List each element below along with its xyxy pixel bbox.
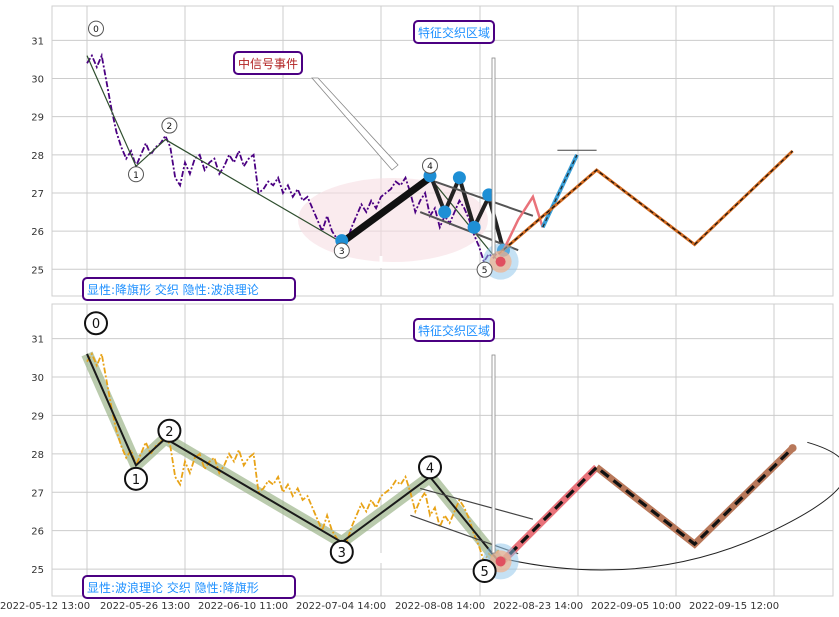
y-tick-label: 25 xyxy=(31,565,44,576)
wave-label-circle xyxy=(161,117,178,134)
projection-dash xyxy=(498,150,794,255)
annotation-text: 显性:波浪理论 交织 隐性:降旗形 xyxy=(87,580,259,595)
glow-core xyxy=(495,556,506,567)
wave-label-circle xyxy=(472,559,497,584)
projection-end-point xyxy=(788,444,797,453)
wave-label-3: 3 xyxy=(339,247,345,257)
wave-label-circle xyxy=(476,261,493,278)
x-axis: 2022-05-12 13:00 2022-05-26 13:00 2022-06-… xyxy=(0,601,779,612)
flag-point xyxy=(438,205,452,219)
annotation-text: 显性:降旗形 交织 隐性:波浪理论 xyxy=(87,282,259,297)
y-tick-label: 30 xyxy=(31,373,44,384)
x-tick-label: 2022-05-26 13:00 xyxy=(100,601,190,612)
x-tick-label: 2022-06-10 11:00 xyxy=(198,601,288,612)
annotation-arrow xyxy=(491,354,496,554)
annotation-box xyxy=(413,20,495,44)
annotation-text: 特征交织区域 xyxy=(418,25,490,40)
wave-label-circle xyxy=(333,242,350,259)
y-tick-label: 25 xyxy=(31,265,44,276)
annotation-arrow xyxy=(491,57,496,255)
y-tick-label: 30 xyxy=(31,75,44,86)
event-arrow xyxy=(311,77,399,171)
y-tick-label: 29 xyxy=(31,411,44,422)
x-tick-label: 2022-09-15 12:00 xyxy=(689,601,779,612)
wave-label-circle xyxy=(88,20,104,37)
x-tick-label: 2022-09-05 10:00 xyxy=(591,601,681,612)
y-tick-label: 26 xyxy=(31,227,44,238)
x-tick-label: 2022-05-12 13:00 xyxy=(0,601,90,612)
y-tick-label: 29 xyxy=(31,113,44,124)
wave-line xyxy=(86,55,500,263)
wave-label-4: 4 xyxy=(426,461,434,476)
wave-label-circle xyxy=(418,455,442,480)
y-tick-label: 28 xyxy=(31,151,44,162)
y-tick-label: 27 xyxy=(31,189,44,200)
wave-label-3: 3 xyxy=(338,546,346,561)
y-tick-label: 26 xyxy=(31,527,44,538)
wave-label-4: 4 xyxy=(427,162,433,172)
y-tick-label: 31 xyxy=(31,335,44,346)
wave-label-circle xyxy=(128,166,144,183)
flag-point xyxy=(452,171,466,185)
glow-core xyxy=(495,256,506,267)
x-tick-label: 2022-08-23 14:00 xyxy=(493,601,583,612)
wave-label-circle xyxy=(329,539,354,564)
y-tick-label: 27 xyxy=(31,488,44,499)
projection-leg-blue-dash xyxy=(542,154,578,228)
y-tick-label: 28 xyxy=(31,450,44,461)
annotation-box xyxy=(82,575,296,599)
plot-frame xyxy=(51,303,834,597)
annotation-box xyxy=(82,277,296,301)
flag-upper-channel xyxy=(420,487,534,520)
x-tick-label: 2022-08-08 14:00 xyxy=(395,601,485,612)
wave-label-2: 2 xyxy=(165,425,173,440)
annotation-text: 特征交织区域 xyxy=(418,323,490,338)
y-tick-label: 31 xyxy=(31,36,44,47)
wave-label-5: 5 xyxy=(480,565,488,580)
wave-line xyxy=(86,353,500,563)
projection-dash xyxy=(497,446,794,567)
wave-label-circle xyxy=(124,466,148,491)
wave-label-2: 2 xyxy=(167,122,173,132)
wave-label-0: 0 xyxy=(93,25,99,35)
projection-leg xyxy=(502,193,544,251)
x-tick-label: 2022-07-04 14:00 xyxy=(296,601,386,612)
flag-point xyxy=(467,220,481,234)
annotation-box xyxy=(233,51,303,75)
wave-label-circle xyxy=(84,311,108,336)
impulse-leg xyxy=(339,174,433,246)
wave-label-circle xyxy=(157,418,182,443)
flag-zigzag xyxy=(428,171,506,251)
wave-label-1: 1 xyxy=(133,171,139,181)
wave-label-0: 0 xyxy=(92,317,100,332)
wave-label-5: 5 xyxy=(482,266,488,276)
projection-arc xyxy=(498,441,839,571)
wave-label-circle xyxy=(422,157,438,174)
annotation-text: 中信号事件 xyxy=(238,56,298,71)
annotation-box xyxy=(413,318,495,342)
wave-label-1: 1 xyxy=(132,473,140,488)
